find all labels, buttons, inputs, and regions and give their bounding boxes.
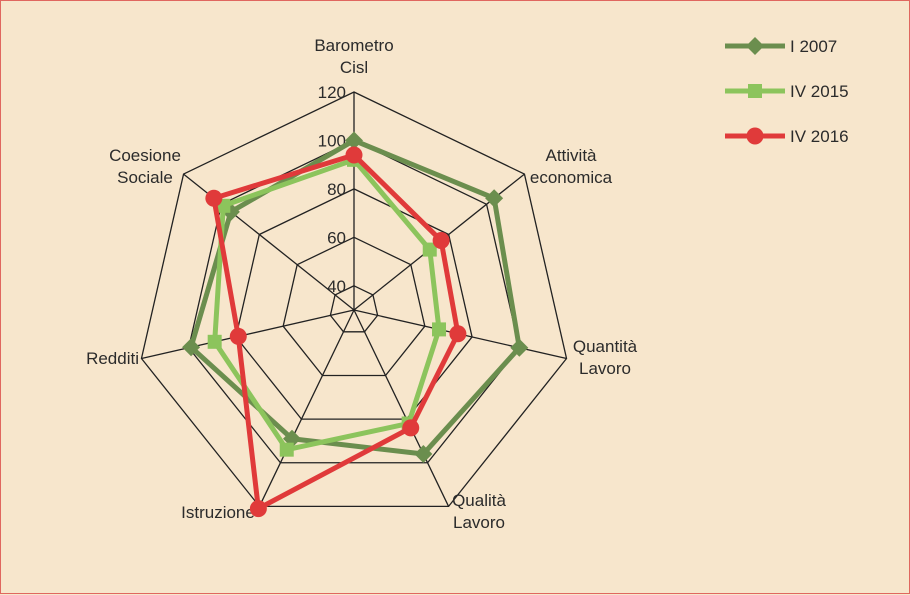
grid-ring-100 — [187, 139, 521, 464]
series-line-0 — [188, 137, 522, 457]
data-point-1-4 — [279, 442, 294, 457]
axis-labels: Barometro Cisl Attività economica Quantità La… — [86, 36, 638, 532]
data-point-1-1 — [422, 242, 437, 257]
axis-label-5: Redditi — [86, 349, 139, 368]
grid-spoke-3 — [353, 309, 450, 507]
grid-spoke-5 — [141, 309, 355, 360]
grid-spoke-4 — [258, 309, 355, 507]
legend-marker-2 — [746, 127, 764, 145]
grid-ring-80 — [235, 188, 473, 420]
series-layer — [182, 131, 529, 518]
data-point-2-0 — [345, 146, 363, 164]
legend-label-1: IV 2015 — [790, 82, 849, 101]
series-2 — [205, 146, 467, 518]
grid-ring-40 — [329, 285, 379, 333]
legend-item-1: IV 2015 — [725, 82, 849, 101]
data-point-0-1 — [485, 189, 504, 208]
legend-label-2: IV 2016 — [790, 127, 849, 146]
data-point-1-2 — [432, 322, 447, 337]
data-point-0-5 — [182, 338, 201, 357]
series-line-1 — [212, 157, 442, 453]
data-point-2-1 — [432, 232, 450, 250]
grid-ring-120 — [140, 91, 568, 508]
grid-ring-60 — [282, 236, 426, 377]
data-point-0-0 — [345, 131, 363, 150]
tick-label-60: 60 — [327, 228, 346, 247]
legend-item-0: I 2007 — [725, 37, 837, 56]
axis-label-6: Coesione Sociale — [109, 146, 181, 187]
data-point-2-3 — [402, 419, 420, 437]
tick-label-80: 80 — [327, 180, 346, 199]
radar-grid — [140, 91, 568, 508]
legend-marker-1 — [748, 84, 762, 98]
tick-label-100: 100 — [318, 131, 346, 150]
legend: I 2007 IV 2015 IV 2016 — [725, 37, 849, 146]
data-point-2-5 — [229, 327, 247, 345]
tick-label-120: 120 — [318, 83, 346, 102]
data-point-2-4 — [249, 500, 267, 518]
axis-label-0: Barometro Cisl — [314, 36, 393, 77]
tick-label-40: 40 — [327, 277, 346, 296]
data-point-1-5 — [207, 334, 222, 349]
series-0 — [182, 131, 529, 464]
data-point-2-2 — [449, 325, 467, 343]
axis-label-2: Quantità Lavoro — [573, 337, 638, 378]
legend-label-0: I 2007 — [790, 37, 837, 56]
series-line-2 — [211, 152, 461, 512]
radial-tick-labels: 40 60 80 100 120 — [318, 83, 346, 296]
legend-item-2: IV 2016 — [725, 127, 849, 146]
data-point-2-6 — [205, 189, 223, 207]
axis-label-4: Istruzione — [181, 503, 255, 522]
legend-marker-0 — [746, 37, 764, 55]
data-point-0-3 — [414, 445, 433, 464]
data-point-0-2 — [510, 338, 529, 357]
axis-label-1: Attività economica — [530, 146, 613, 187]
axis-label-3: Qualità Lavoro — [452, 491, 506, 532]
